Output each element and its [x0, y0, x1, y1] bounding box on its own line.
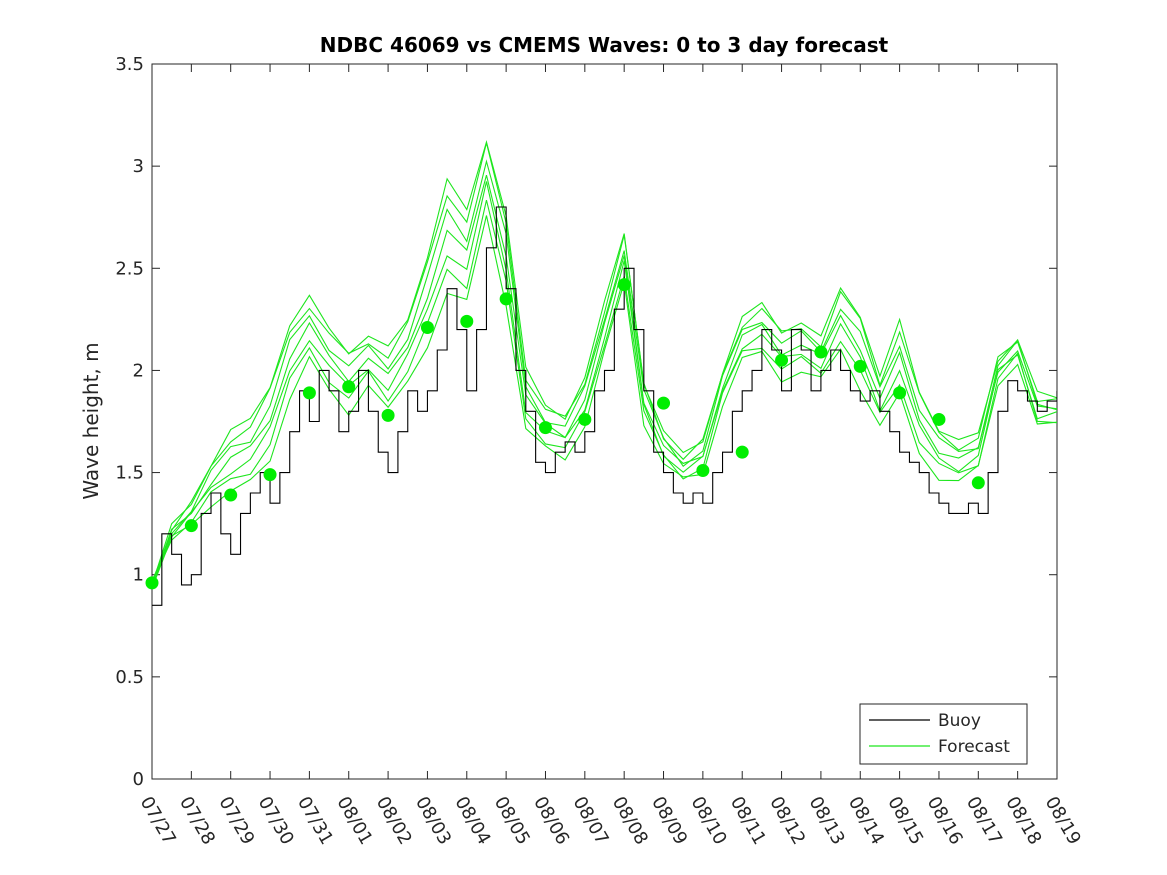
- x-tick-label: 07/31: [293, 793, 337, 848]
- series-group: [145, 140, 1057, 606]
- y-tick-label: 0: [133, 769, 144, 790]
- forecast-marker: [263, 468, 277, 482]
- x-tick-label: 07/30: [254, 793, 298, 848]
- x-tick-label: 08/03: [411, 793, 455, 848]
- y-tick-label: 3: [133, 156, 144, 177]
- legend: Buoy Forecast: [859, 703, 1028, 765]
- plot-frame: [151, 63, 1058, 780]
- x-tick-label: 08/06: [529, 793, 573, 848]
- forecast-line: [152, 174, 1057, 586]
- y-tick-label: 2: [133, 360, 144, 381]
- x-tick-label: 08/01: [332, 793, 376, 848]
- y-axis: 0 0.5 1 1.5 2 2.5 3 3.5: [115, 54, 1057, 790]
- forecast-marker: [184, 519, 198, 533]
- x-tick-label: 08/10: [687, 793, 731, 848]
- forecast-line: [152, 140, 1057, 585]
- forecast-marker: [853, 359, 867, 373]
- forecast-marker: [145, 576, 159, 590]
- forecast-marker: [814, 345, 828, 359]
- x-tick-label: 07/29: [214, 793, 258, 848]
- x-tick-label: 08/13: [805, 793, 849, 848]
- forecast-marker: [932, 412, 946, 426]
- x-tick-label: 08/14: [844, 793, 888, 848]
- x-tick-label: 08/07: [568, 793, 612, 848]
- forecast-line: [152, 199, 1057, 582]
- x-tick-label: 07/28: [175, 793, 219, 848]
- forecast-marker: [499, 292, 513, 306]
- y-axis-label: Wave height, m: [79, 342, 103, 499]
- forecast-marker: [696, 464, 710, 478]
- forecast-line: [152, 181, 1057, 589]
- forecast-marker: [381, 408, 395, 422]
- forecast-marker: [893, 386, 907, 400]
- forecast-marker: [657, 396, 671, 410]
- forecast-marker: [420, 321, 434, 335]
- legend-buoy-label: Buoy: [938, 711, 981, 731]
- x-tick-label: 08/08: [608, 793, 652, 848]
- forecast-line: [152, 159, 1057, 582]
- forecast-marker: [971, 476, 985, 490]
- forecast-marker: [617, 278, 631, 292]
- x-tick-label: 08/15: [883, 793, 927, 848]
- x-tick-label: 08/17: [962, 793, 1006, 848]
- forecast-line: [152, 215, 1057, 586]
- forecast-marker: [460, 314, 474, 328]
- y-tick-label: 2.5: [115, 258, 144, 279]
- x-tick-label: 08/05: [490, 793, 534, 848]
- chart-title: NDBC 46069 vs CMEMS Waves: 0 to 3 day fo…: [320, 33, 889, 57]
- y-tick-label: 0.5: [115, 667, 144, 688]
- x-tick-label: 07/27: [136, 793, 180, 848]
- y-tick-label: 1.5: [115, 463, 144, 484]
- x-tick-label: 08/04: [450, 793, 494, 848]
- forecast-line: [152, 142, 1057, 589]
- x-tick-label: 08/16: [923, 793, 967, 848]
- forecast-marker: [578, 412, 592, 426]
- x-tick-label: 08/12: [765, 793, 809, 848]
- x-tick-label: 08/09: [647, 793, 691, 848]
- forecast-marker: [775, 353, 789, 367]
- x-tick-label: 08/18: [1001, 793, 1045, 848]
- legend-forecast-label: Forecast: [938, 737, 1010, 757]
- forecast-marker: [302, 386, 316, 400]
- x-tick-label: 08/11: [726, 793, 770, 848]
- forecast-marker: [538, 421, 552, 435]
- forecast-marker: [342, 380, 356, 394]
- x-tick-label: 08/02: [372, 793, 416, 848]
- y-tick-label: 3.5: [115, 54, 144, 75]
- y-tick-label: 1: [133, 565, 144, 586]
- x-tick-label: 08/19: [1041, 793, 1085, 848]
- plot-area: [151, 63, 1058, 780]
- legend-box: [859, 703, 1028, 765]
- forecast-marker: [735, 445, 749, 459]
- forecast-marker: [224, 488, 238, 502]
